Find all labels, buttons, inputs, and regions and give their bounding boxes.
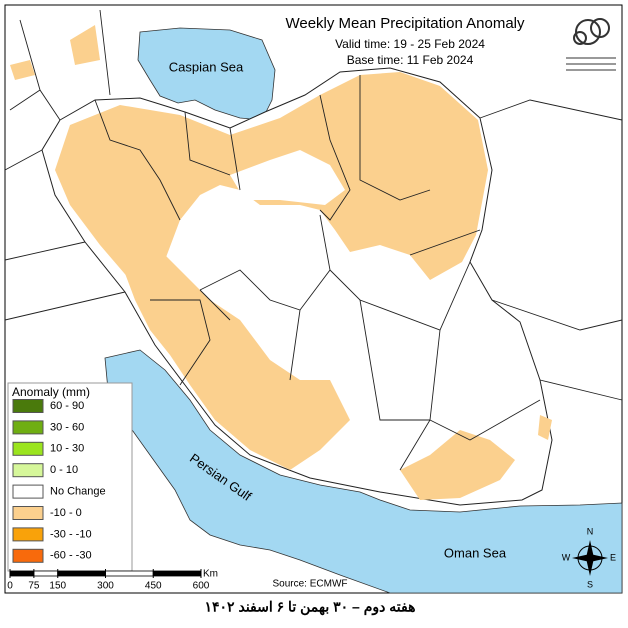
compass: N E S W: [562, 526, 616, 589]
legend-swatch: [12, 484, 44, 499]
compass-label: S: [587, 579, 593, 589]
compass-label: W: [562, 552, 571, 562]
legend-label: -10 - 0: [50, 507, 82, 519]
water-label: Caspian Sea: [169, 59, 244, 74]
persian-gulf-oman-sea: [104, 349, 623, 594]
compass-label: E: [610, 552, 616, 562]
legend-swatch: [12, 420, 44, 435]
compass-label: N: [587, 526, 594, 536]
legend-label: 60 - 90: [50, 400, 84, 412]
valid-time: Valid time: 19 - 25 Feb 2024: [335, 37, 485, 51]
scale-label: 150: [49, 581, 66, 592]
legend-title: Anomaly (mm): [12, 385, 90, 399]
scale-segment: [105, 570, 154, 577]
scale-label: 0: [7, 581, 13, 592]
logo: [566, 18, 616, 71]
scale-label: 300: [97, 581, 114, 592]
legend-label: 30 - 60: [50, 421, 84, 433]
no-change-area: [230, 150, 345, 205]
legend-swatch: [12, 399, 44, 413]
scale-segment: [33, 570, 59, 577]
dry-area: [400, 430, 515, 500]
scale-label: 600: [193, 581, 210, 592]
dry-area: [10, 25, 100, 80]
neighbor-border: [4, 9, 623, 401]
legend-label: -60 - -30: [50, 550, 92, 562]
water-label: Oman Sea: [444, 545, 507, 560]
dry-area: [538, 415, 552, 440]
legend-swatch: [12, 548, 44, 563]
base-time: Base time: 11 Feb 2024: [347, 53, 474, 67]
legend-swatch: [12, 527, 44, 542]
legend: Anomaly (mm) 60 - 90 30 - 60 10 - 30 0 - 10…: [7, 382, 133, 572]
scale-label: 75: [28, 581, 40, 592]
dry-area: [120, 240, 350, 470]
caspian-sea: [137, 27, 276, 121]
scale-segment: [57, 570, 106, 577]
legend-label: 10 - 30: [50, 443, 84, 455]
province-border: [94, 75, 541, 471]
scale-segment: [152, 570, 202, 577]
source: Source: ECMWF: [272, 579, 347, 590]
title: Weekly Mean Precipitation Anomaly: [285, 15, 525, 32]
scale-unit: Km: [203, 569, 218, 580]
legend-label: No Change: [50, 486, 106, 498]
scale-segment: [9, 570, 35, 577]
legend-label: -30 - -10: [50, 528, 92, 540]
legend-label: 0 - 10: [50, 464, 78, 476]
scale-label: 450: [145, 581, 162, 592]
footer: هفته دوم – ۳۰ بهمن تا ۶ اسفند ۱۴۰۲: [205, 599, 416, 616]
legend-swatch: [12, 463, 44, 478]
legend-swatch: [12, 506, 44, 520]
legend-swatch: [12, 441, 44, 456]
